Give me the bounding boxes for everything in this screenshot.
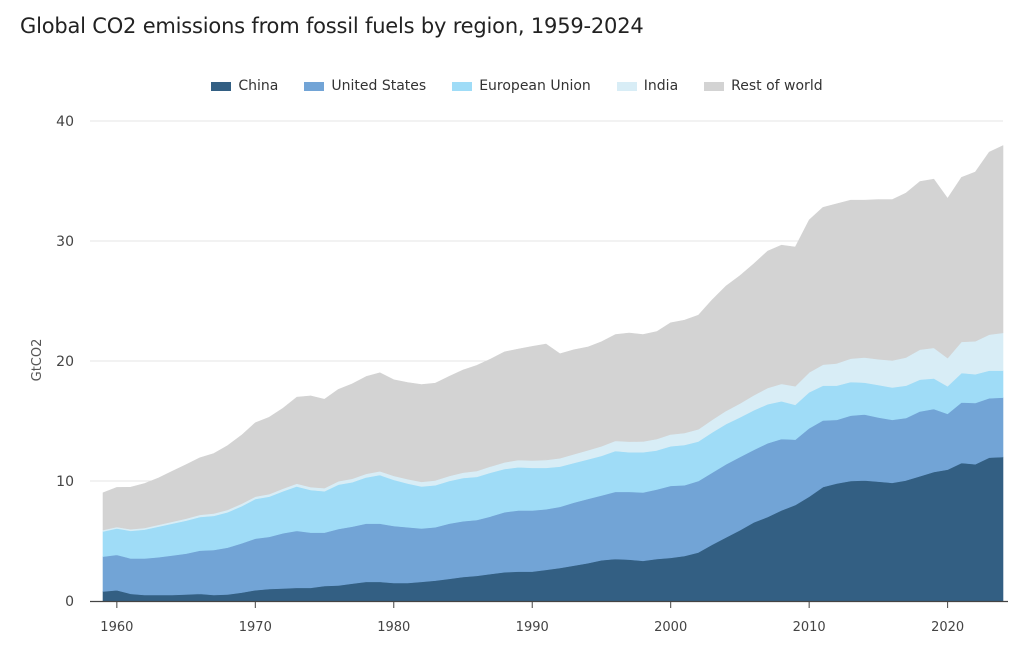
x-tick-label: 1960 bbox=[100, 620, 133, 635]
legend-item: China bbox=[211, 78, 278, 94]
x-tick-label: 1970 bbox=[239, 620, 272, 635]
x-tick-label: 2000 bbox=[654, 620, 687, 635]
legend-item: India bbox=[616, 78, 679, 94]
y-tick-label: 30 bbox=[56, 234, 74, 250]
area-series-rest-of-world bbox=[102, 145, 1004, 531]
legend-label: Rest of world bbox=[731, 78, 823, 94]
x-tick-label: 2010 bbox=[793, 620, 826, 635]
legend-item: Rest of world bbox=[704, 78, 823, 94]
legend: China United States European Union India Res… bbox=[0, 78, 1024, 94]
legend-swatch bbox=[211, 81, 232, 91]
axes: 0 10 20 30 40 1960 1970 1980 1990 2000 2010 2020 bbox=[56, 114, 1008, 635]
legend-item: United States bbox=[304, 78, 426, 94]
legend-swatch bbox=[704, 81, 725, 91]
y-tick-label: 40 bbox=[56, 114, 74, 130]
y-tick-label: 20 bbox=[56, 354, 74, 370]
legend-swatch bbox=[304, 81, 325, 91]
legend-swatch bbox=[616, 81, 637, 91]
stacked-areas bbox=[102, 145, 1004, 602]
y-axis-label: GtCO2 bbox=[30, 339, 45, 382]
legend-swatch bbox=[452, 81, 473, 91]
x-tick-label: 1990 bbox=[516, 620, 549, 635]
x-tick-label: 1980 bbox=[377, 620, 410, 635]
legend-label: China bbox=[238, 78, 279, 94]
legend-label: European Union bbox=[479, 78, 591, 94]
legend-label: United States bbox=[331, 78, 427, 94]
legend-label: India bbox=[643, 78, 679, 94]
y-tick-label: 10 bbox=[56, 474, 74, 490]
y-tick-label: 0 bbox=[65, 594, 74, 610]
x-tick-label: 2020 bbox=[931, 620, 964, 635]
legend-item: European Union bbox=[452, 78, 591, 94]
chart-title: Global CO2 emissions from fossil fuels b… bbox=[20, 14, 644, 38]
